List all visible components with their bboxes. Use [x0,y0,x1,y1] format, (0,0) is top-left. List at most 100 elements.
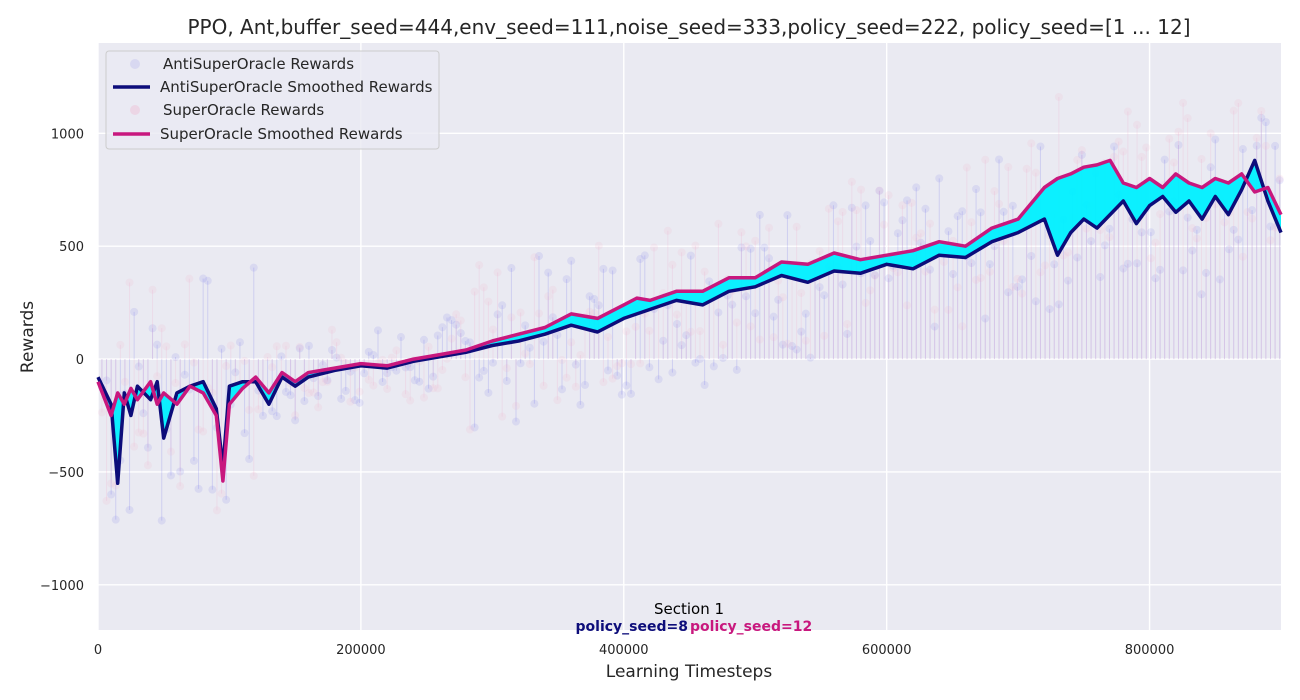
raw-reward-point [530,399,539,408]
raw-reward-point [930,305,939,314]
raw-reward-point [387,353,396,362]
raw-reward-point [286,391,295,400]
raw-reward-point [1183,114,1192,123]
x-tick-label: 400000 [599,643,649,658]
raw-reward-point [636,359,645,368]
raw-reward-point [309,388,318,397]
raw-reward-point [1142,143,1151,152]
raw-reward-point [401,390,410,399]
raw-reward-point [1123,259,1132,268]
raw-reward-point [870,271,879,280]
raw-reward-point [1257,106,1266,115]
raw-reward-point [120,377,129,386]
raw-reward-point [378,377,387,386]
raw-reward-point [456,316,465,325]
x-axis-label: Learning Timesteps [606,662,773,682]
raw-reward-point [1275,174,1284,183]
raw-reward-point [360,369,369,378]
raw-reward-point [976,208,985,217]
raw-reward-point [820,291,829,300]
raw-reward-point [843,320,852,329]
raw-reward-point [350,396,359,405]
legend-box [105,50,440,150]
raw-reward-point [245,405,254,414]
raw-reward-point [686,327,695,336]
raw-reward-point [465,338,474,347]
raw-reward-point [953,283,962,292]
raw-reward-point [272,342,281,351]
raw-reward-point [130,307,139,316]
raw-reward-point [254,405,263,414]
raw-reward-point [801,309,810,318]
raw-reward-point [415,377,424,386]
raw-reward-point [1004,288,1013,297]
raw-reward-point [97,408,106,417]
raw-reward-point [263,353,272,362]
raw-reward-point [617,390,626,399]
raw-reward-point [1165,134,1174,143]
raw-reward-point [898,201,907,210]
legend-label-anti-raw: AntiSuperOracle Rewards [163,55,354,73]
raw-reward-point [378,355,387,364]
raw-reward-point [1202,268,1211,277]
raw-reward-point [1197,154,1206,163]
raw-reward-point [861,298,870,307]
y-tick-label: −500 [48,466,84,481]
raw-reward-point [516,308,525,317]
raw-reward-point [1146,228,1155,237]
raw-reward-point [1188,224,1197,233]
raw-reward-point [553,330,562,339]
raw-reward-point [861,201,870,210]
raw-reward-point [171,353,180,362]
raw-reward-point [544,292,553,301]
raw-reward-point [571,360,580,369]
raw-reward-point [650,243,659,252]
raw-reward-point [691,241,700,250]
raw-reward-point [705,277,714,286]
raw-reward-point [838,207,847,216]
raw-reward-point [1018,289,1027,298]
raw-reward-point [1261,118,1270,127]
raw-reward-point [125,505,134,514]
raw-reward-point [1082,224,1091,233]
raw-reward-point [617,359,626,368]
raw-reward-point [166,471,175,480]
raw-reward-point [852,206,861,215]
raw-reward-point [240,356,249,365]
raw-reward-point [484,297,493,306]
raw-reward-point [1183,213,1192,222]
raw-reward-point [1206,129,1215,138]
raw-reward-point [985,260,994,269]
raw-reward-point [539,381,548,390]
raw-reward-point [484,388,493,397]
raw-reward-point [852,242,861,251]
raw-reward-point [217,489,226,498]
section-annotation: Section 1 [654,600,724,618]
raw-reward-point [300,397,309,406]
x-tick-label: 0 [94,643,102,658]
raw-reward-point [498,412,507,421]
raw-reward-point [847,203,856,212]
raw-reward-point [1119,264,1128,273]
raw-reward-point [604,332,613,341]
anti-smoothed-line [96,158,1283,486]
chart-title: PPO, Ant,buffer_seed=444,env_seed=111,no… [187,15,1190,39]
raw-reward-point [654,375,663,384]
raw-reward-point [433,331,442,340]
raw-reward-point [884,274,893,283]
raw-reward-point [783,211,792,220]
raw-reward-point [604,366,613,375]
raw-reward-point [567,256,576,265]
raw-reward-point [369,381,378,390]
raw-reward-point [875,186,884,195]
raw-reward-point [990,187,999,196]
raw-reward-point [778,340,787,349]
raw-reward-point [1248,206,1257,215]
raw-reward-point [438,365,447,374]
raw-reward-point [700,267,709,276]
raw-reward-point [1151,274,1160,283]
raw-reward-point [1100,241,1109,250]
fill-between-layer [98,160,1281,484]
raw-reward-point [1179,266,1188,275]
raw-reward-point [507,264,516,273]
